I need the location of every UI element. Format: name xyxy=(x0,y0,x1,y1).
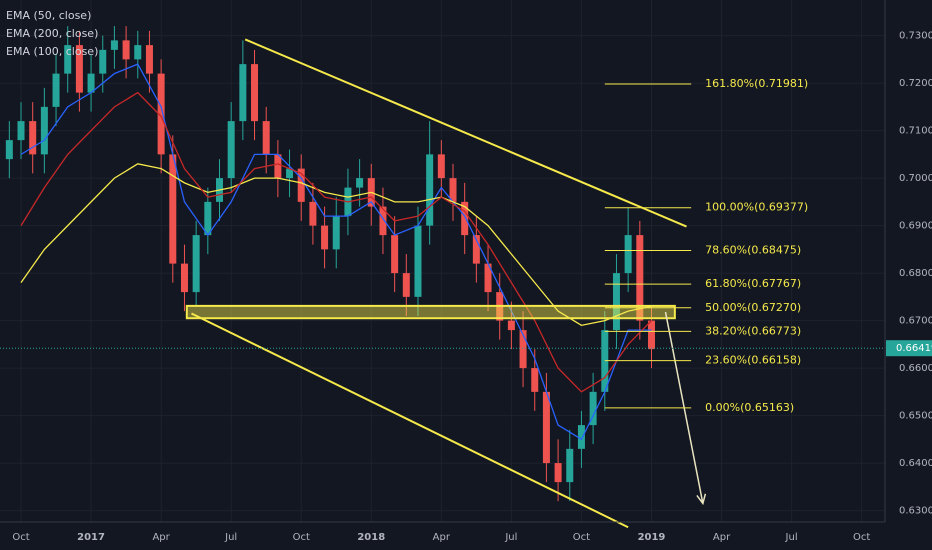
ema-line xyxy=(20,91,652,393)
candle-body xyxy=(192,235,200,293)
arrow-head xyxy=(696,493,707,506)
x-tick-label: Jul xyxy=(224,532,237,543)
candle-body xyxy=(134,45,142,60)
candle-body xyxy=(414,225,422,297)
candle-body xyxy=(647,320,655,350)
candle-body xyxy=(624,235,632,274)
ema-line xyxy=(20,63,652,441)
candle-body xyxy=(297,168,305,202)
candle-body xyxy=(110,40,118,50)
candle-body xyxy=(145,45,153,74)
candle-body xyxy=(356,178,364,188)
x-tick-label: Jul xyxy=(504,532,517,543)
x-tick-label: Oct xyxy=(12,532,29,543)
fib-label: 0.00%(0.65163) xyxy=(705,401,794,414)
candle-body xyxy=(99,49,107,74)
candle-body xyxy=(169,154,177,264)
trendline xyxy=(191,312,629,529)
candle-body xyxy=(636,235,644,321)
last-price-box xyxy=(886,340,932,357)
candle-body xyxy=(437,154,445,179)
candle-body xyxy=(17,121,25,141)
candle-body xyxy=(180,263,188,293)
legend-entry: EMA (200, close) xyxy=(6,27,98,40)
fib-label: 50.00%(0.67270) xyxy=(705,301,801,314)
candle-body xyxy=(122,40,130,60)
candle-body xyxy=(531,368,539,392)
fib-label: 23.60%(0.66158) xyxy=(705,354,801,367)
y-tick-label: 0.73000 xyxy=(899,31,932,42)
candle-body xyxy=(64,45,72,74)
x-tick-label: Apr xyxy=(433,532,451,543)
candle-body xyxy=(472,235,480,264)
candle-body xyxy=(519,330,527,369)
candle-body xyxy=(251,64,259,122)
candle-body xyxy=(40,106,48,155)
candle-body xyxy=(589,391,597,426)
last-price-label: 0.66419 xyxy=(896,343,932,354)
candle-body xyxy=(227,121,235,179)
candle-body xyxy=(5,140,13,160)
candle-body xyxy=(75,45,83,93)
x-tick-label: Apr xyxy=(152,532,170,543)
candle-body xyxy=(52,73,60,107)
x-tick-label: 2017 xyxy=(77,532,105,543)
candle-body xyxy=(262,121,270,155)
fib-label: 161.80%(0.71981) xyxy=(705,77,808,90)
ema-line xyxy=(20,163,652,327)
candle-body xyxy=(461,201,469,236)
x-tick-label: 2019 xyxy=(638,532,666,543)
candle-body xyxy=(612,273,620,331)
legend-entry: EMA (100, close) xyxy=(6,45,98,58)
candle-body xyxy=(577,425,585,449)
support-zone xyxy=(185,304,676,320)
fib-label: 38.20%(0.66773) xyxy=(705,324,801,337)
candle-body xyxy=(449,178,457,202)
trendline xyxy=(244,38,687,228)
fib-label: 78.60%(0.68475) xyxy=(705,244,801,257)
candle-body xyxy=(29,121,37,155)
candle-body xyxy=(379,206,387,236)
candle-body xyxy=(554,463,562,483)
candle-body xyxy=(566,448,574,483)
candle-body xyxy=(426,154,434,226)
fib-label: 100.00%(0.69377) xyxy=(705,201,808,214)
candle-body xyxy=(87,73,95,93)
candle-body xyxy=(321,225,329,250)
candle-body xyxy=(507,320,515,331)
candle-body xyxy=(332,216,340,250)
x-tick-label: 2018 xyxy=(357,532,385,543)
x-tick-label: Apr xyxy=(713,532,731,543)
fib-label: 61.80%(0.67767) xyxy=(705,277,801,290)
x-tick-label: Oct xyxy=(573,532,590,543)
candle-body xyxy=(157,73,165,155)
candle-body xyxy=(286,168,294,179)
candle-body xyxy=(484,263,492,293)
candle-body xyxy=(309,201,317,226)
candle-body xyxy=(239,64,247,122)
candle-body xyxy=(542,391,550,464)
x-tick-label: Oct xyxy=(853,532,870,543)
candle-body xyxy=(204,201,212,236)
candle-body xyxy=(402,273,410,297)
candle-body xyxy=(274,154,282,179)
candle-body xyxy=(391,235,399,274)
legend-entry: EMA (50, close) xyxy=(6,9,91,22)
x-tick-label: Jul xyxy=(785,532,798,543)
x-tick-label: Oct xyxy=(293,532,310,543)
